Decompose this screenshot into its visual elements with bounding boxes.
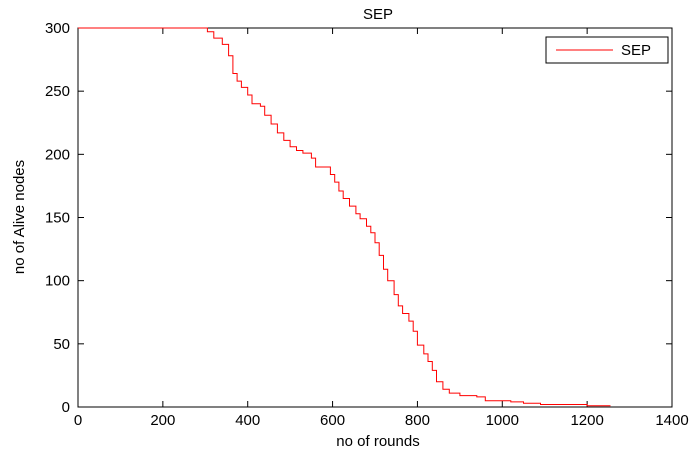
legend-label-sep: SEP [621, 42, 651, 59]
x-tick-label: 1400 [655, 412, 688, 429]
axis-ticks: 0 200 400 600 800 1000 1200 1400 0 50 100 150 200 250… [45, 20, 689, 429]
series-layer [78, 27, 611, 407]
y-tick-label: 50 [53, 336, 70, 353]
x-tick-label: 0 [74, 412, 82, 429]
chart-title: SEP [363, 6, 393, 23]
x-tick-label: 1200 [570, 412, 603, 429]
x-tick-label: 200 [150, 412, 175, 429]
plot-area [77, 27, 673, 408]
legend: SEP [545, 36, 669, 64]
y-tick-label: 150 [45, 210, 70, 227]
series-line-sep [78, 27, 611, 407]
y-axis-label: no of Alive nodes [11, 160, 28, 274]
y-tick-label: 0 [62, 399, 70, 416]
y-tick-label: 300 [45, 20, 70, 37]
y-tick-label: 100 [45, 273, 70, 290]
y-tick-label: 200 [45, 146, 70, 163]
x-tick-label: 1000 [486, 412, 519, 429]
x-tick-label: 800 [405, 412, 430, 429]
x-tick-label: 600 [320, 412, 345, 429]
y-tick-label: 250 [45, 83, 70, 100]
x-tick-label: 400 [235, 412, 260, 429]
x-axis-label: no of rounds [336, 433, 419, 450]
